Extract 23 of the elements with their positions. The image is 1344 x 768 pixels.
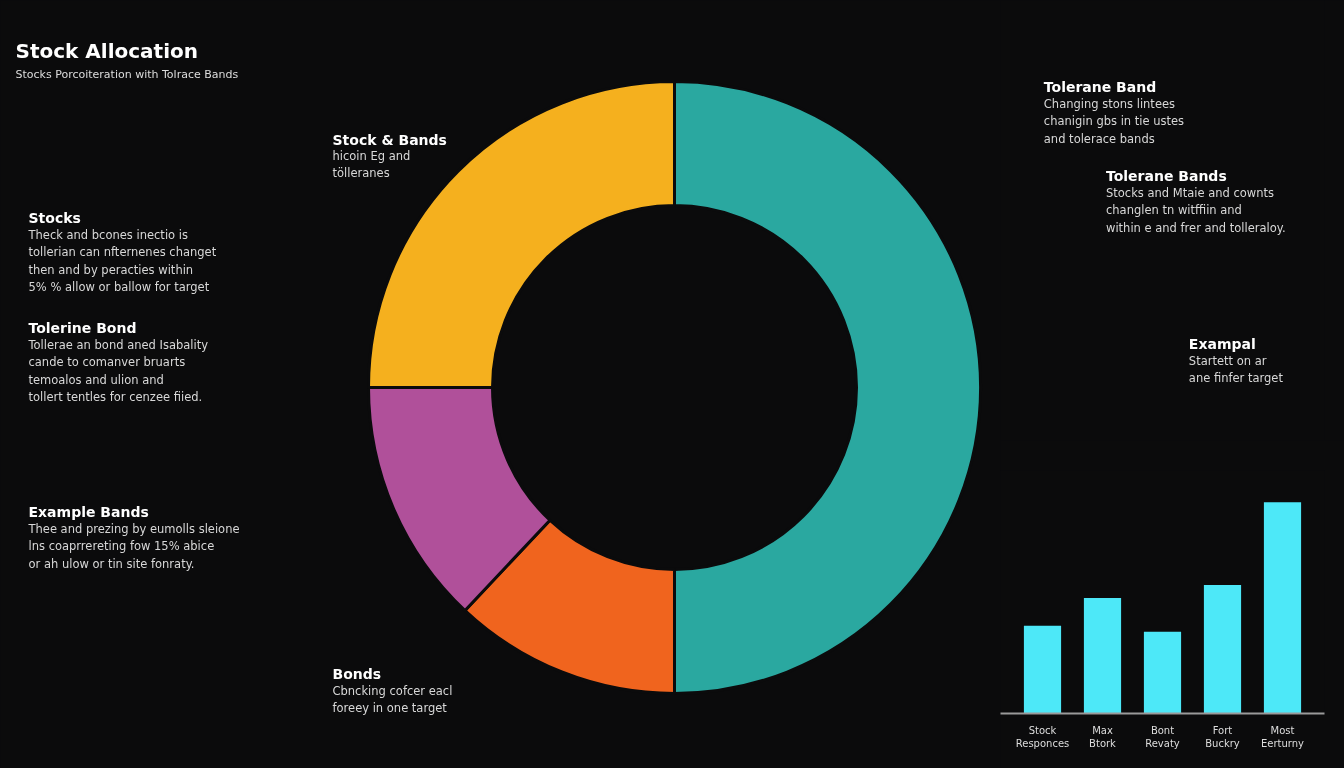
text: hicoin Eg and töllеranes xyxy=(332,148,411,180)
text: Stocks xyxy=(28,209,81,226)
x-tick-label: Fort Buckry xyxy=(1205,724,1240,749)
text: Theck and bcones inectio is tollerian can nfternenes changet then and by peracties within 5% % allow or ballow for target xyxy=(27,227,217,294)
text: Changing stons lintees chanigin gbs in tie ustes and tolerace bands xyxy=(1043,96,1185,146)
text: Tollerae an bond aned Isabality cande to comanver bruarts temoalos and ulion and tollert tentles for cenzee fiied. xyxy=(27,337,209,404)
text: Example Bands xyxy=(28,503,149,520)
text: Startett on ar ane finfer target xyxy=(1188,353,1284,385)
text: Tolerine Bond xyxy=(28,319,137,336)
text: Stock & Bands xyxy=(332,131,447,148)
text: Stock Allocation xyxy=(15,38,198,63)
text: Bonds xyxy=(332,665,382,682)
x-tick-label: Most Eerturny xyxy=(1260,724,1305,749)
x-tick-label: Stock Responces xyxy=(1015,724,1070,749)
text: Cbncking cofcer eacl foreey in one target xyxy=(332,683,453,715)
text: Stocks Porcoiteration with Tolrace Bands xyxy=(15,67,239,81)
text: Stocks and Mtaie and cownts changlen tn witffiin and within e and frer and tolleraloy. xyxy=(1105,185,1286,235)
text: Exampal xyxy=(1188,335,1256,352)
text: Tolerane Bands xyxy=(1105,167,1227,184)
text: Tolerane Band xyxy=(1043,78,1157,95)
text: Thee and prezing by eumolls sleione lns coaprrereting fow 15% abice or ah ulow or tin site fonraty. xyxy=(27,521,240,571)
x-tick-label: Bont Revaty xyxy=(1145,724,1180,749)
x-tick-label: Max Btork xyxy=(1089,724,1117,749)
